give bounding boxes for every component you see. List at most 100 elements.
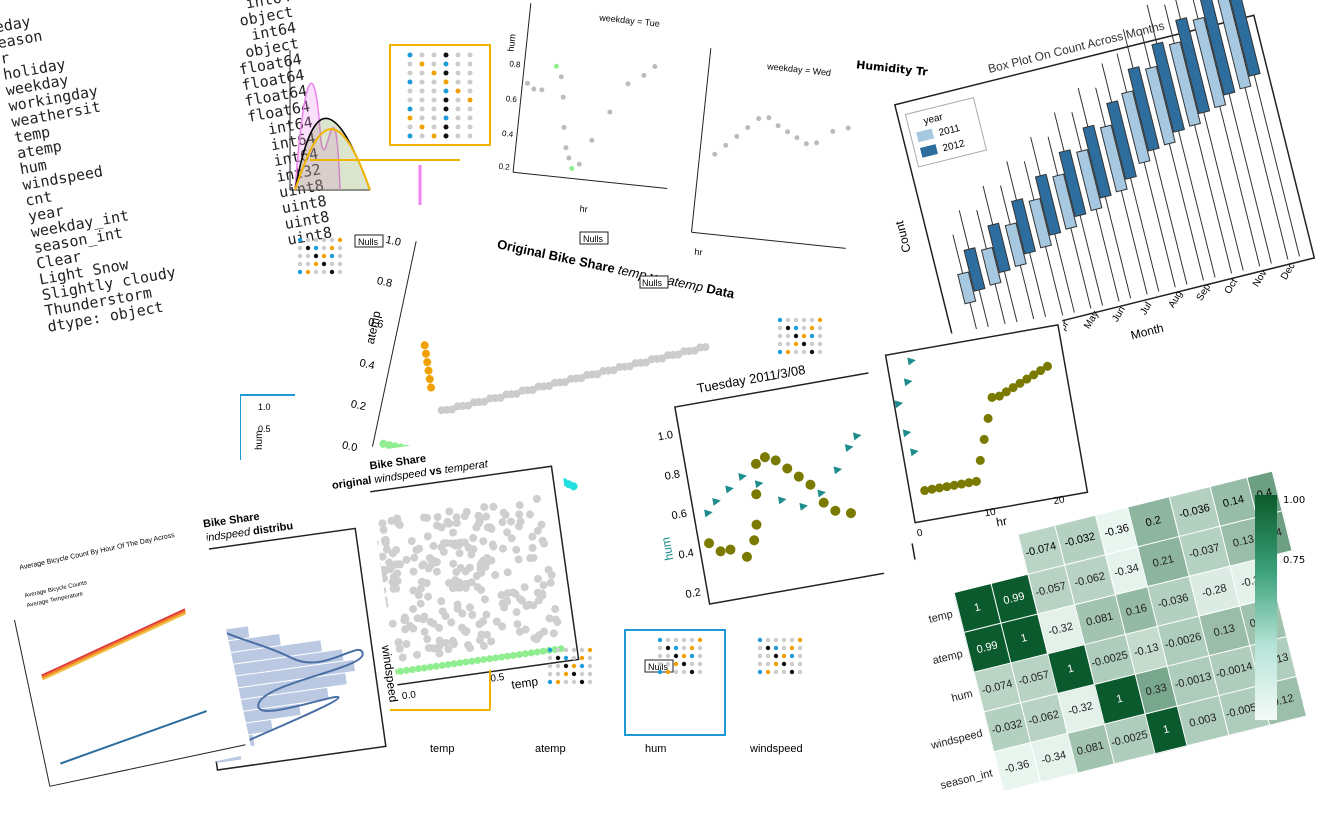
ws-point [445,579,454,588]
small-point [657,669,663,675]
ws-point [553,618,562,627]
ws-point [489,502,498,511]
box-body [1175,17,1211,115]
small-point [555,663,561,669]
avg-lines [41,608,207,765]
small-point [305,237,311,243]
small-point [785,341,791,347]
ws-point-green [515,651,523,659]
small-point [673,669,679,675]
tue-point [607,109,613,115]
box-legend-title: year [922,112,944,128]
main-ytick: 0.6 [367,316,384,331]
main-ytick: 0.4 [358,357,375,372]
box-body [1052,173,1078,230]
small-point [757,661,763,667]
ws-point [503,589,512,598]
avg-line [60,710,207,765]
small-point [801,341,807,347]
tuesday-yticks: 1.0 0.8 0.6 0.4 0.2 [657,429,702,601]
main-point [609,366,618,375]
hr-triangle [910,448,919,457]
small-point [297,237,303,243]
ws-point [416,599,425,608]
small-point [587,679,593,685]
small-point [547,663,553,669]
strip-point [443,52,449,58]
main-point-orange [424,366,433,375]
main-yticks: 1.0 0.8 0.6 0.4 0.2 0.0 [341,234,402,454]
orange-frame-top [389,44,491,146]
ws-point [478,617,487,626]
ws-point-green [539,647,547,655]
ws-point [392,546,401,555]
ws-point [437,597,446,606]
ws-point [398,653,407,662]
tuesday-triangle [833,466,843,475]
ws-point [402,555,411,564]
tue-xlabel: hr [579,203,588,214]
ws-point [498,622,507,631]
small-point [681,661,687,667]
weekday-wed-panel: weekday = Wed hr [668,31,872,279]
small-point [297,261,303,267]
hr-triangle [894,400,904,409]
small-point [665,637,671,643]
tuesday-point [750,458,761,469]
ws-point [545,614,554,623]
ws-xtick-0: 0.0 [401,689,417,702]
strip-point [419,52,425,58]
ws-point [435,649,444,658]
ws-point [462,579,471,588]
small-point [809,333,815,339]
small-point [555,655,561,661]
month-label: Jul [1138,300,1154,317]
weekday-tue-panel: weekday = Tue hum 0.8 0.6 0.4 0.2 hr [488,0,692,229]
ws-point [447,618,456,627]
small-point [777,349,783,355]
small-point [657,653,663,659]
small-point [789,653,795,659]
box-body [1004,222,1027,268]
ws-point [533,588,542,597]
strip-point [407,88,413,94]
weekday-tue-svg: weekday = Tue hum 0.8 0.6 0.4 0.2 hr [498,3,668,214]
ws-point-green [450,660,458,668]
tue-point [625,81,631,87]
tue-title: weekday = Tue [598,12,661,28]
avg-line [41,608,186,677]
ws-point-green [468,657,476,665]
ws-point [453,604,462,613]
ws-point [433,521,442,530]
tue-point [558,74,564,80]
ws-point [414,591,423,600]
tuesday-ytick: 0.6 [671,508,688,522]
ws-point [413,614,422,623]
strip-point [443,70,449,76]
tuesday-point [793,471,804,482]
blue-frame-bottom [624,629,726,736]
month-label: Aug [1166,289,1185,310]
main-ytick: 0.0 [341,439,358,454]
ws-point [420,627,429,636]
pair-windspeed-label: windspeed [749,743,803,755]
box-body [957,271,977,305]
ws-point [512,608,521,617]
box-body [1127,66,1160,152]
small-point [757,645,763,651]
ws-point-green [444,661,452,669]
ws-point [426,617,435,626]
ws-point [416,584,425,593]
dtype-names-column: eday eason r holiday weekday workingday weathe… [0,0,182,335]
main-point-orange [421,349,430,358]
ws-point [544,565,553,574]
wed-point [814,140,820,146]
ws-point [424,643,433,652]
ws-point [424,564,433,573]
ws-point [433,513,442,522]
ws-point [538,536,547,545]
main-point [480,397,489,406]
ws-point [474,511,483,520]
ws-point [479,537,488,546]
small-point [785,317,791,323]
